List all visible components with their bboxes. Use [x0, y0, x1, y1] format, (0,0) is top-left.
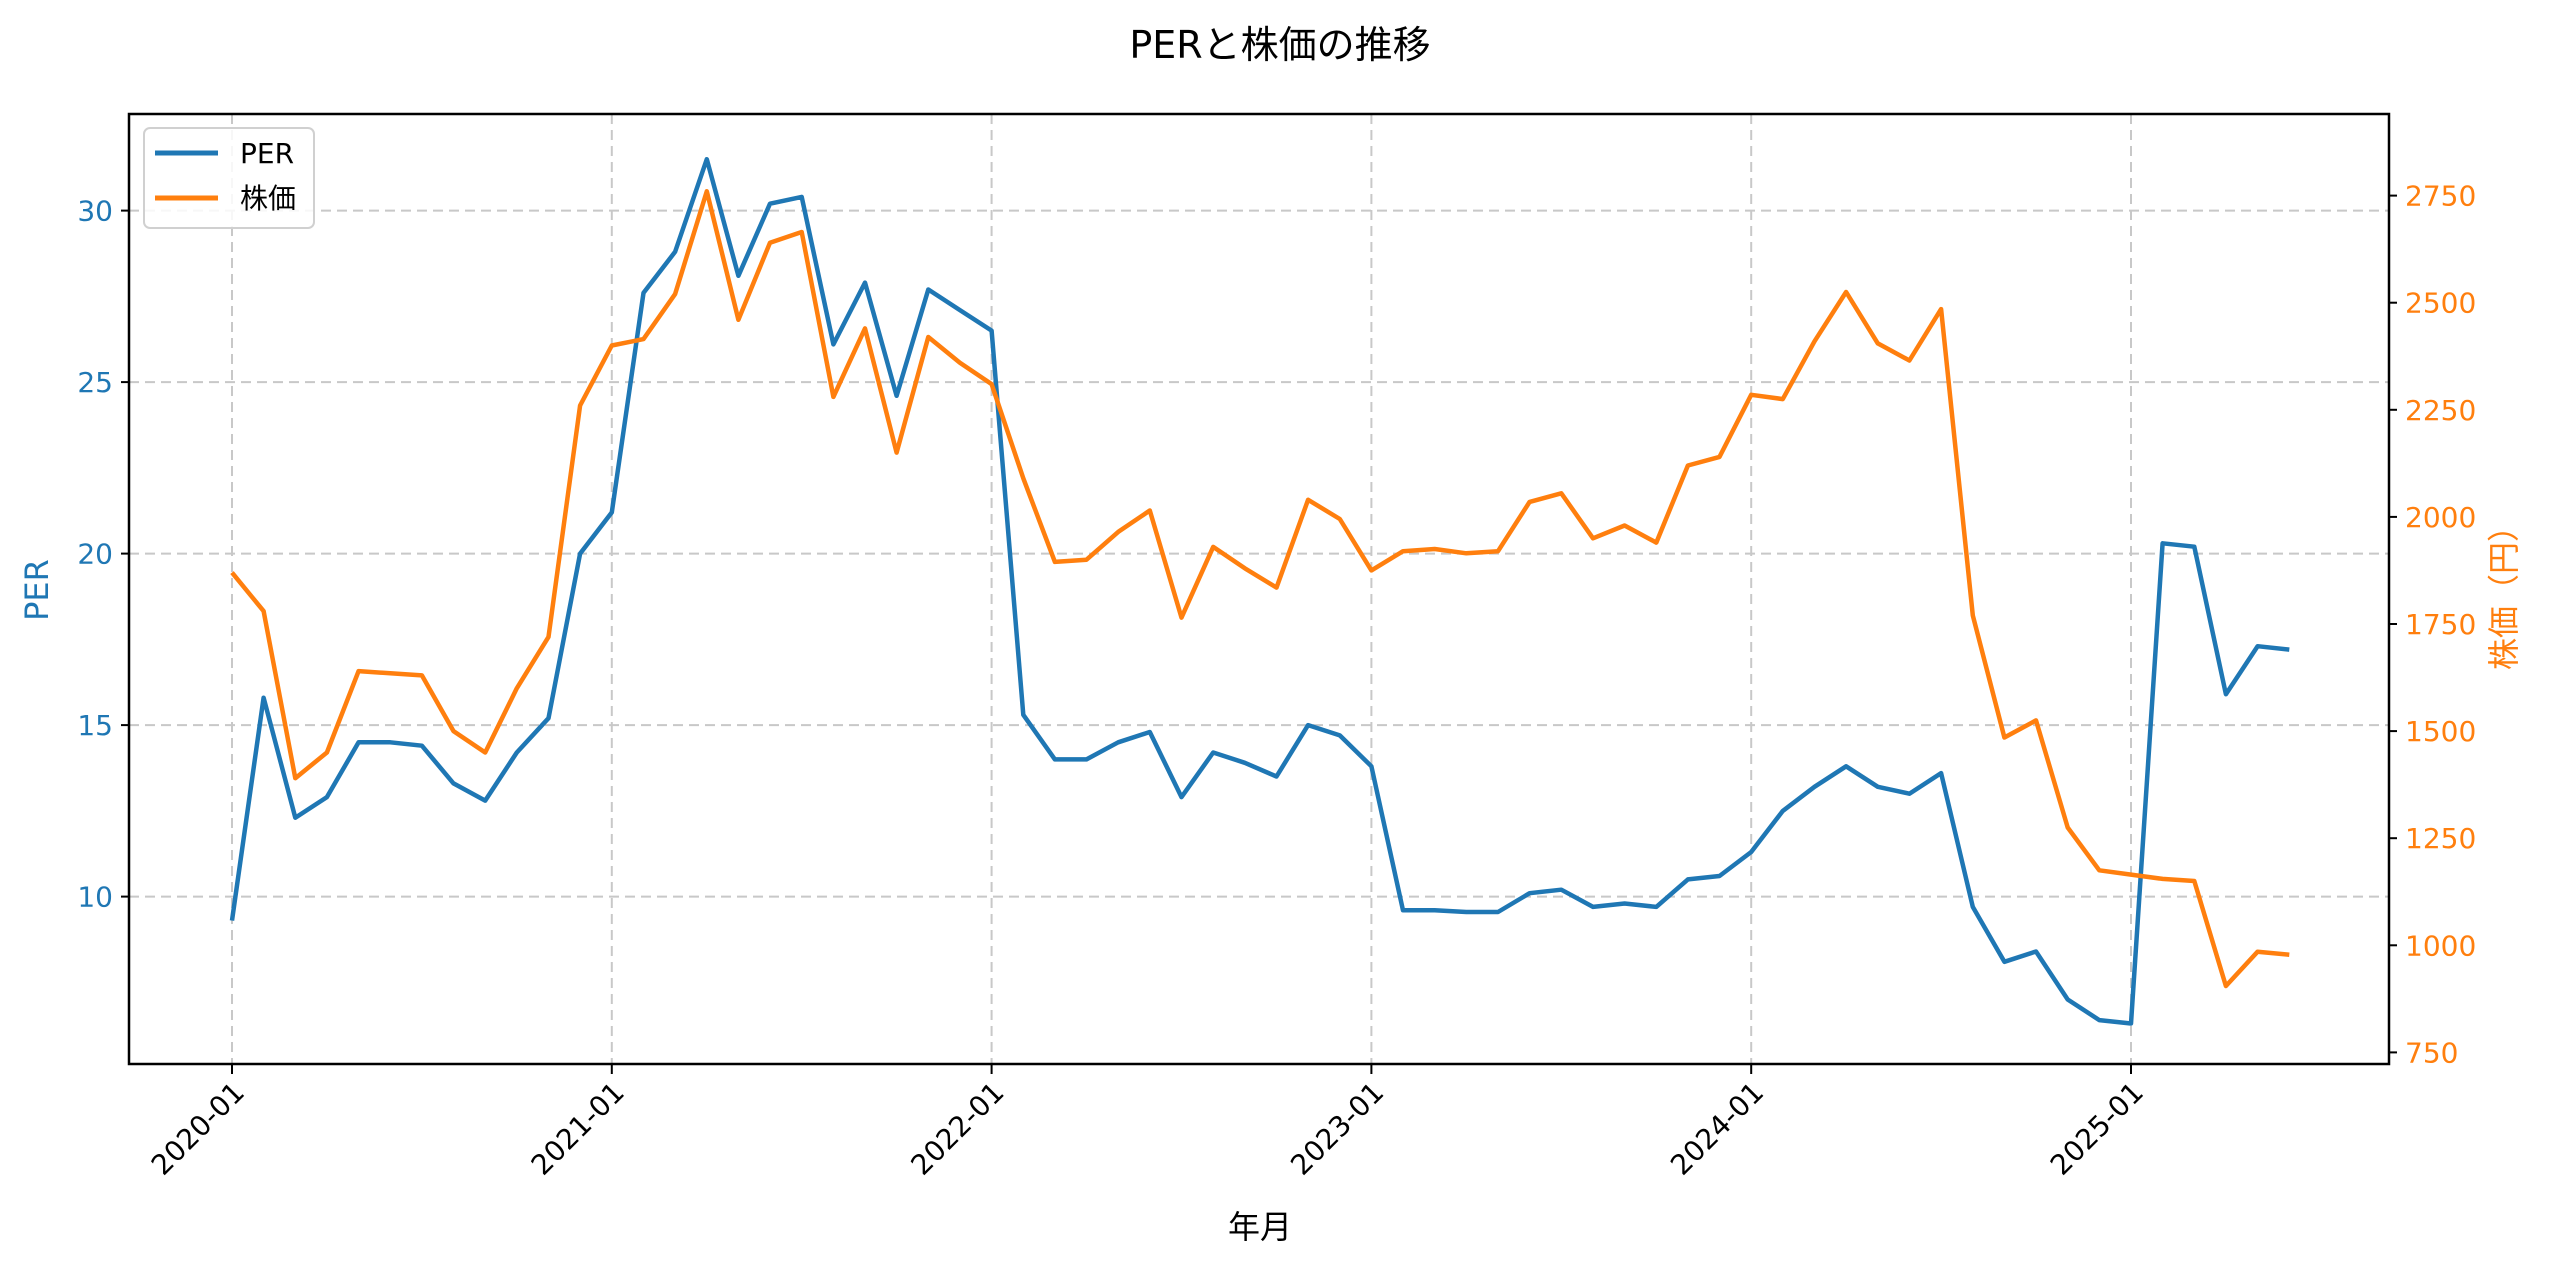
left-axis-ticks: 10 15 20 25 30	[77, 195, 129, 914]
price-line	[230, 189, 2290, 989]
y-tick-label-left: 25	[77, 366, 113, 399]
y-tick-label-right: 2500	[2405, 287, 2476, 320]
legend-label-per: PER	[240, 137, 294, 170]
y-tick-label-right: 2250	[2405, 394, 2476, 427]
y-tick-label-left: 20	[77, 538, 113, 571]
x-tick-label: 2023-01	[1284, 1076, 1390, 1182]
legend: PER 株価	[143, 127, 315, 229]
x-tick-label: 2022-01	[904, 1076, 1010, 1182]
y-tick-label-right: 2000	[2405, 501, 2476, 534]
per-line	[229, 156, 2290, 1026]
x-tick-label: 2020-01	[145, 1076, 251, 1182]
legend-label-price: 株価	[240, 182, 296, 215]
y-tick-label-right: 1750	[2405, 608, 2476, 641]
x-tick-label: 2025-01	[2044, 1076, 2150, 1182]
plot-frame	[127, 112, 2391, 1066]
y-tick-label-right: 750	[2405, 1036, 2458, 1069]
x-axis-ticks: 2020-01 2021-01 2022-01 2023-01 2024-01 2025-…	[145, 1064, 2150, 1182]
x-axis-label: 年月	[1228, 1208, 1292, 1246]
y-tick-label-right: 1000	[2405, 929, 2476, 962]
y-tick-label-right: 1250	[2405, 822, 2476, 855]
data-lines	[229, 156, 2290, 1026]
y-tick-label-left: 30	[77, 195, 113, 228]
y-tick-label-right: 2750	[2405, 180, 2476, 213]
x-tick-label: 2024-01	[1664, 1076, 1770, 1182]
y-axis-label-left: PER	[18, 559, 56, 621]
x-tick-label: 2021-01	[525, 1076, 631, 1182]
y-tick-label-left: 10	[77, 881, 113, 914]
right-axis-ticks: 750 1000 1250 1500 1750 2000 2250 2500 2750	[2389, 180, 2476, 1069]
y-tick-label-right: 1500	[2405, 715, 2476, 748]
y-axis-label-right: 株価（円）	[2485, 510, 2523, 670]
y-tick-label-left: 15	[77, 709, 113, 742]
chart-title: PERと株価の推移	[1129, 23, 1431, 67]
grid-lines	[129, 114, 2389, 1064]
